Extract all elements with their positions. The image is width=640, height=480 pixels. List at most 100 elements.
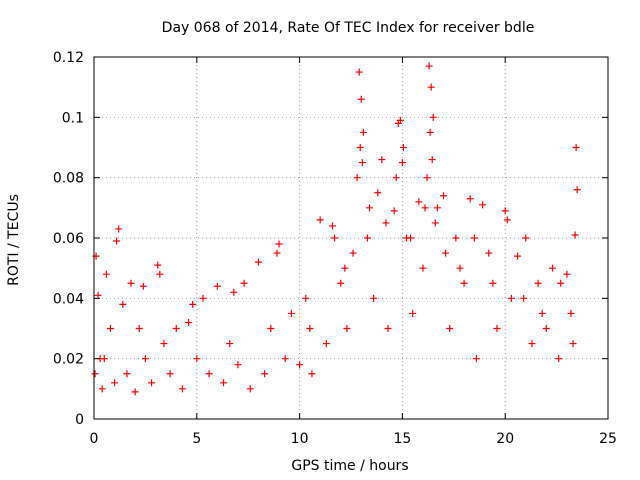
data-point (91, 370, 99, 378)
data-point (156, 270, 164, 278)
data-point (452, 234, 460, 242)
y-tick-label: 0 (75, 412, 84, 428)
data-point (423, 174, 431, 182)
data-point (139, 282, 147, 290)
grid-lines (94, 57, 608, 419)
chart-title: Day 068 of 2014, Rate Of TEC Index for r… (162, 20, 535, 36)
data-point (154, 261, 162, 269)
y-tick-label: 0.08 (53, 171, 84, 187)
data-point (382, 219, 390, 227)
data-point (356, 144, 364, 151)
data-point (567, 309, 575, 317)
data-point (199, 294, 207, 302)
data-point (94, 291, 102, 299)
x-tick-label: 10 (291, 431, 309, 447)
data-point (425, 62, 433, 70)
data-point (542, 325, 550, 332)
data-point (322, 340, 330, 348)
data-point (396, 116, 404, 124)
data-point (358, 159, 366, 167)
x-axis-ticks: 0 5 10 15 20 25 (90, 57, 617, 447)
data-point (427, 83, 435, 91)
data-point (355, 68, 363, 76)
y-tick-label: 0.02 (53, 352, 84, 368)
data-point (226, 340, 234, 348)
data-point (193, 355, 201, 363)
data-point (370, 294, 378, 302)
data-point (573, 186, 581, 194)
y-tick-label: 0.1 (62, 110, 84, 126)
data-point (267, 325, 275, 332)
x-tick-label: 0 (90, 431, 99, 447)
y-axis-label: ROTI / TECUs (6, 194, 22, 286)
data-point (230, 288, 238, 296)
data-point (148, 379, 156, 387)
data-point (141, 355, 149, 363)
data-point (429, 113, 437, 121)
data-point (569, 340, 577, 348)
data-point (275, 240, 283, 248)
data-point (421, 204, 429, 212)
data-point (390, 207, 398, 215)
data-point (520, 294, 528, 302)
data-points (91, 62, 581, 396)
data-point (428, 156, 436, 164)
data-point (353, 174, 361, 182)
data-point (127, 279, 135, 287)
data-point (234, 361, 242, 369)
data-point (306, 325, 314, 332)
data-point (220, 379, 228, 387)
data-point (528, 340, 536, 348)
x-axis-label: GPS time / hours (291, 458, 408, 474)
data-point (135, 325, 143, 332)
data-point (493, 325, 501, 332)
data-point (409, 309, 417, 317)
data-point (466, 195, 474, 203)
data-point (328, 222, 336, 230)
data-point (563, 270, 571, 278)
data-point (522, 234, 530, 242)
data-point (273, 249, 281, 257)
data-point (359, 128, 367, 136)
x-tick-label: 20 (496, 431, 514, 447)
data-point (302, 294, 310, 302)
data-point (100, 355, 108, 363)
data-point (392, 174, 400, 182)
x-tick-label: 25 (599, 431, 617, 447)
data-point (426, 128, 434, 136)
data-point (308, 370, 316, 378)
data-point (166, 370, 174, 378)
data-point (431, 219, 439, 227)
y-tick-label: 0.06 (53, 231, 84, 247)
data-point (407, 234, 415, 242)
data-point (557, 279, 565, 287)
data-point (113, 237, 121, 245)
data-point (572, 144, 580, 151)
data-point (337, 279, 345, 287)
data-point (503, 216, 511, 224)
data-point (538, 309, 546, 317)
data-point (398, 159, 406, 167)
data-point (555, 355, 563, 363)
data-point (548, 264, 556, 272)
data-point (442, 249, 450, 257)
data-point (131, 388, 139, 396)
x-tick-label: 5 (192, 431, 201, 447)
data-point (446, 325, 454, 332)
data-point (460, 279, 468, 287)
data-point (102, 270, 110, 278)
data-point (472, 355, 480, 363)
data-point (287, 309, 295, 317)
data-point (399, 144, 407, 151)
y-tick-label: 0.04 (53, 291, 84, 307)
data-point (534, 279, 542, 287)
data-point (343, 325, 351, 332)
data-point (246, 385, 254, 393)
data-point (240, 279, 248, 287)
data-point (384, 325, 392, 332)
data-point (440, 192, 448, 200)
data-point (378, 156, 386, 164)
data-point (456, 264, 464, 272)
data-point (160, 340, 168, 348)
